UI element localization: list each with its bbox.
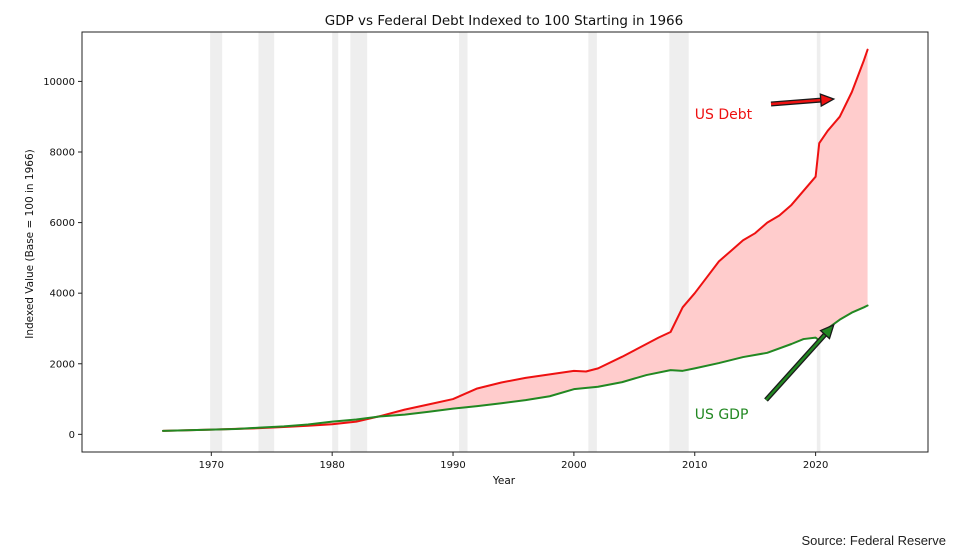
- fill-between-area: [162, 49, 868, 431]
- annotations: US Debt US GDP: [695, 93, 836, 423]
- chart-title: GDP vs Federal Debt Indexed to 100 Start…: [325, 13, 683, 29]
- recession-band-0: [210, 32, 223, 452]
- y-tick-label-8000: 8000: [50, 148, 75, 159]
- y-tick-label-10000: 10000: [43, 77, 75, 88]
- x-axis-label: Year: [492, 475, 516, 487]
- recession-band-3: [350, 32, 368, 452]
- us-debt-arrow-shaft: [770, 98, 821, 106]
- debt-gdp-gap-area: [162, 49, 868, 431]
- x-tick-label-2010: 2010: [682, 460, 707, 471]
- us-gdp-arrow-shaft: [765, 333, 826, 401]
- recession-bands: [210, 32, 821, 452]
- recession-band-1: [258, 32, 275, 452]
- x-tick-label-2000: 2000: [561, 460, 586, 471]
- plot-frame: [81, 31, 929, 453]
- x-tick-label-1990: 1990: [440, 460, 465, 471]
- y-tick-label-4000: 4000: [50, 289, 75, 300]
- recession-band-4: [459, 32, 468, 452]
- recession-band-6: [669, 32, 689, 452]
- series-lines: [161, 48, 869, 432]
- y-tick-label-6000: 6000: [50, 218, 75, 229]
- us-gdp-annotation-label: US GDP: [695, 407, 749, 423]
- y-tick-label-0: 0: [69, 430, 75, 441]
- x-tick-label-1980: 1980: [319, 460, 344, 471]
- y-axis-label: Indexed Value (Base = 100 in 1966): [24, 149, 36, 338]
- us-gdp-arrow-head: [819, 323, 835, 340]
- us-debt-arrow-head: [819, 93, 836, 108]
- us-gdp-line: [161, 304, 869, 432]
- recession-band-5: [588, 32, 597, 452]
- x-tick-label-1970: 1970: [199, 460, 224, 471]
- y-tick-label-2000: 2000: [50, 359, 75, 370]
- recession-band-2: [332, 32, 339, 452]
- source-note: Source: Federal Reserve: [801, 533, 946, 548]
- us-debt-line: [161, 48, 869, 432]
- us-debt-annotation-label: US Debt: [695, 107, 753, 123]
- axes: 1970 1980 1990 2000 2010 2020 0 2000 4000 6000 800…: [43, 31, 929, 471]
- x-tick-label-2020: 2020: [803, 460, 828, 471]
